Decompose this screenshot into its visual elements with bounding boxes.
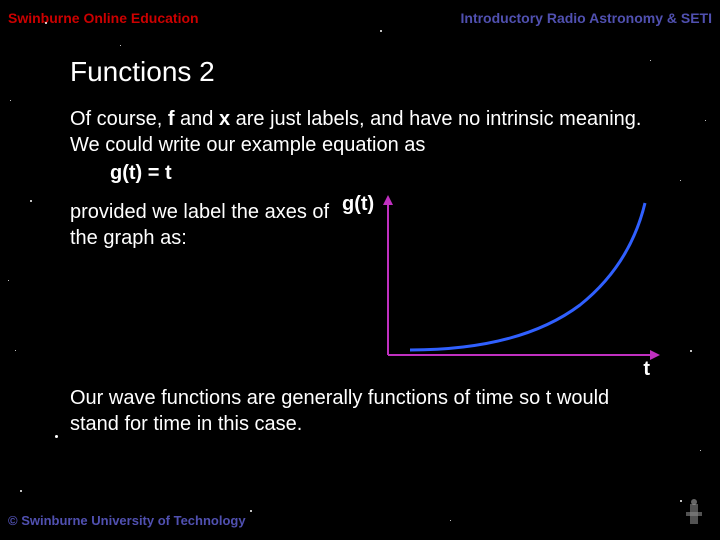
star [55, 435, 58, 438]
graph: g(t) t [342, 193, 650, 373]
x-axis-label: t [643, 358, 650, 381]
star [15, 350, 16, 351]
y-axis-arrow [383, 195, 393, 205]
header-course: Introductory Radio Astronomy & SETI [461, 10, 713, 26]
slide-title: Functions 2 [70, 56, 650, 88]
header-org: Swinburne Online Education [8, 10, 199, 26]
star [690, 350, 692, 352]
text-fragment: Of course, [70, 108, 168, 130]
graph-svg [380, 195, 660, 365]
equation: g(t) = t [110, 162, 650, 185]
footer-copyright: © Swinburne University of Technology [8, 513, 246, 528]
star [10, 100, 11, 101]
institution-logo [682, 498, 706, 530]
var-x: x [219, 108, 230, 130]
star [120, 45, 121, 46]
y-axis-label: g(t) [342, 193, 374, 216]
paragraph-1: Of course, f and x are just labels, and … [70, 106, 650, 158]
conclusion-text: Our wave functions are generally functio… [70, 385, 650, 437]
star [680, 180, 681, 181]
text-graph-row: provided we label the axes of the graph … [70, 199, 650, 373]
star [650, 60, 651, 61]
star [30, 200, 32, 202]
star [680, 500, 682, 502]
text-fragment: and [174, 108, 218, 130]
star [380, 30, 382, 32]
star [8, 280, 9, 281]
star [20, 490, 22, 492]
star [705, 120, 706, 121]
slide-content: Functions 2 Of course, f and x are just … [0, 26, 720, 437]
paragraph-2: provided we label the axes of the graph … [70, 199, 330, 251]
slide-header: Swinburne Online Education Introductory … [0, 0, 720, 26]
curve [410, 203, 645, 350]
star [450, 520, 451, 521]
x-axis-arrow [650, 350, 660, 360]
star [250, 510, 252, 512]
star [45, 22, 47, 24]
star [700, 450, 701, 451]
